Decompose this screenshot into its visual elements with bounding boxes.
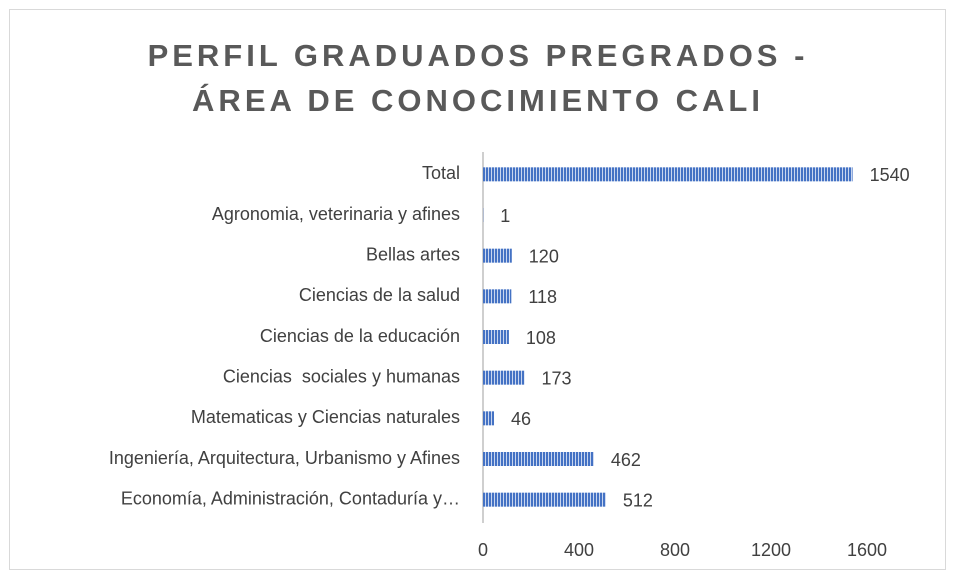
data-label: 462 xyxy=(611,450,641,470)
y-tick-label: Matematicas y Ciencias naturales xyxy=(191,407,460,427)
bar xyxy=(483,330,509,344)
x-tick-label: 800 xyxy=(660,540,690,560)
y-tick-label: Bellas artes xyxy=(366,244,460,264)
data-label: 173 xyxy=(542,368,572,388)
x-tick-label: 0 xyxy=(478,540,488,560)
y-tick-label: Ciencias de la salud xyxy=(299,285,460,305)
y-tick-label: Ciencias sociales y humanas xyxy=(223,366,460,386)
chart-frame xyxy=(9,9,946,570)
data-label: 46 xyxy=(511,409,531,429)
bar xyxy=(483,248,512,263)
bar xyxy=(483,370,525,385)
x-tick-label: 1600 xyxy=(847,540,887,560)
y-tick-label: Economía, Administración, Contaduría y… xyxy=(121,488,460,508)
data-label: 108 xyxy=(526,328,556,348)
bar xyxy=(483,289,512,304)
y-tick-label: Agronomia, veterinaria y afines xyxy=(212,204,460,224)
bar xyxy=(483,167,853,182)
data-label: 1540 xyxy=(870,165,910,185)
data-label: 512 xyxy=(623,490,653,510)
bar xyxy=(483,411,495,426)
data-label: 1 xyxy=(500,206,510,226)
chart-title: PERFIL GRADUADOS PREGRADOS - xyxy=(148,38,809,73)
y-tick-label: Ciencias de la educación xyxy=(260,326,460,346)
data-label: 118 xyxy=(528,287,557,307)
y-tick-label: Ingeniería, Arquitectura, Urbanismo y Af… xyxy=(109,448,460,468)
bar xyxy=(483,492,606,507)
x-tick-label: 1200 xyxy=(751,540,791,560)
x-tick-label: 400 xyxy=(564,540,594,560)
data-label: 120 xyxy=(529,246,559,266)
y-tick-label: Total xyxy=(422,163,460,183)
chart-title: ÁREA DE CONOCIMIENTO CALI xyxy=(192,83,764,118)
bar xyxy=(483,452,594,466)
